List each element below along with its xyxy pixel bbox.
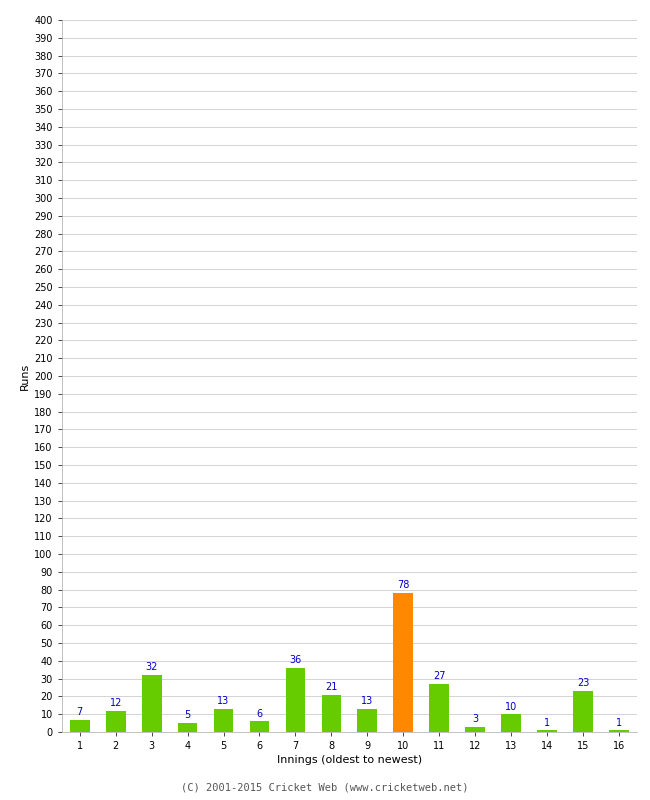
Y-axis label: Runs: Runs bbox=[20, 362, 30, 390]
Text: 36: 36 bbox=[289, 655, 302, 666]
Bar bbox=[430, 684, 449, 732]
Bar bbox=[70, 719, 90, 732]
Text: 6: 6 bbox=[257, 709, 263, 718]
Text: 32: 32 bbox=[146, 662, 158, 672]
Text: 13: 13 bbox=[361, 696, 374, 706]
Bar bbox=[393, 593, 413, 732]
Text: 1: 1 bbox=[544, 718, 550, 727]
X-axis label: Innings (oldest to newest): Innings (oldest to newest) bbox=[277, 755, 422, 765]
Bar bbox=[142, 675, 161, 732]
Bar bbox=[538, 730, 557, 732]
Bar bbox=[465, 726, 485, 732]
Text: 12: 12 bbox=[109, 698, 122, 708]
Text: 3: 3 bbox=[472, 714, 478, 724]
Text: 27: 27 bbox=[433, 671, 445, 682]
Bar bbox=[573, 691, 593, 732]
Text: (C) 2001-2015 Cricket Web (www.cricketweb.net): (C) 2001-2015 Cricket Web (www.cricketwe… bbox=[181, 782, 469, 792]
Text: 21: 21 bbox=[325, 682, 337, 692]
Text: 5: 5 bbox=[185, 710, 190, 721]
Text: 1: 1 bbox=[616, 718, 622, 727]
Bar bbox=[609, 730, 629, 732]
Text: 7: 7 bbox=[77, 707, 83, 717]
Bar bbox=[358, 709, 377, 732]
Bar bbox=[214, 709, 233, 732]
Bar bbox=[322, 694, 341, 732]
Text: 78: 78 bbox=[397, 581, 410, 590]
Bar bbox=[106, 710, 125, 732]
Bar bbox=[177, 723, 198, 732]
Bar bbox=[250, 722, 269, 732]
Bar bbox=[501, 714, 521, 732]
Bar bbox=[285, 668, 306, 732]
Text: 23: 23 bbox=[577, 678, 590, 688]
Text: 10: 10 bbox=[505, 702, 517, 711]
Text: 13: 13 bbox=[217, 696, 229, 706]
